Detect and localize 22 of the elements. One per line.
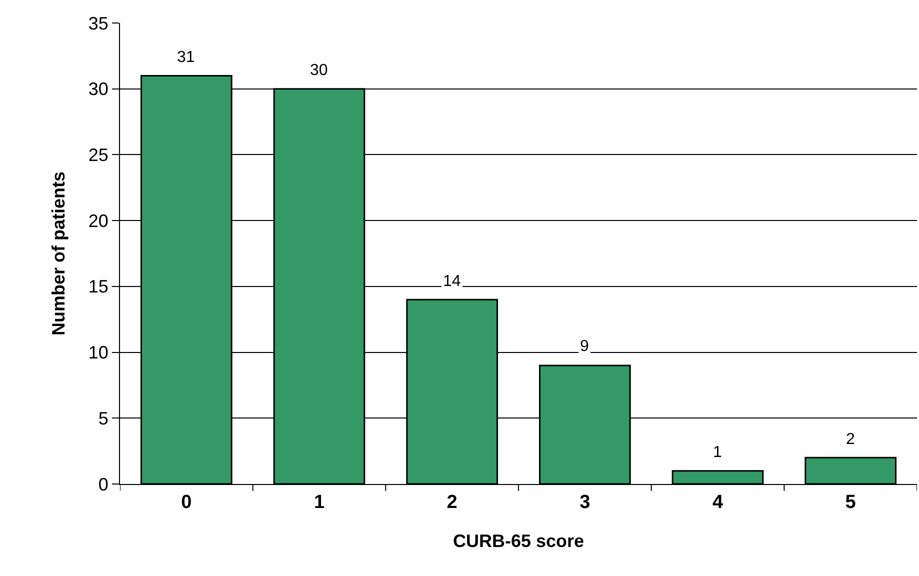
data-label: 30: [310, 62, 328, 79]
y-tick-label: 0: [98, 474, 108, 494]
x-tick-label: 3: [580, 492, 590, 513]
y-tick-label: 35: [88, 13, 108, 34]
data-label: 14: [443, 273, 461, 290]
y-tick-label: 30: [88, 79, 108, 100]
x-tick-label: 4: [712, 492, 724, 513]
x-tick-label: 0: [181, 492, 192, 513]
x-axis-title: CURB-65 score: [452, 530, 584, 551]
y-axis-title: Number of patients: [48, 171, 69, 336]
y-tick-label: 15: [88, 276, 108, 297]
x-tick-label: 5: [845, 492, 856, 513]
x-tick-label: 1: [314, 492, 325, 513]
data-label: 1: [713, 444, 722, 461]
x-tick-label: 2: [446, 492, 458, 513]
data-label: 9: [580, 338, 589, 355]
y-tick-label: 10: [88, 342, 108, 363]
y-tick-label: 20: [88, 210, 108, 231]
y-tick-label: 5: [98, 408, 108, 428]
data-label: 2: [846, 431, 855, 448]
data-label: 31: [177, 49, 195, 66]
y-tick-label: 25: [88, 145, 108, 166]
